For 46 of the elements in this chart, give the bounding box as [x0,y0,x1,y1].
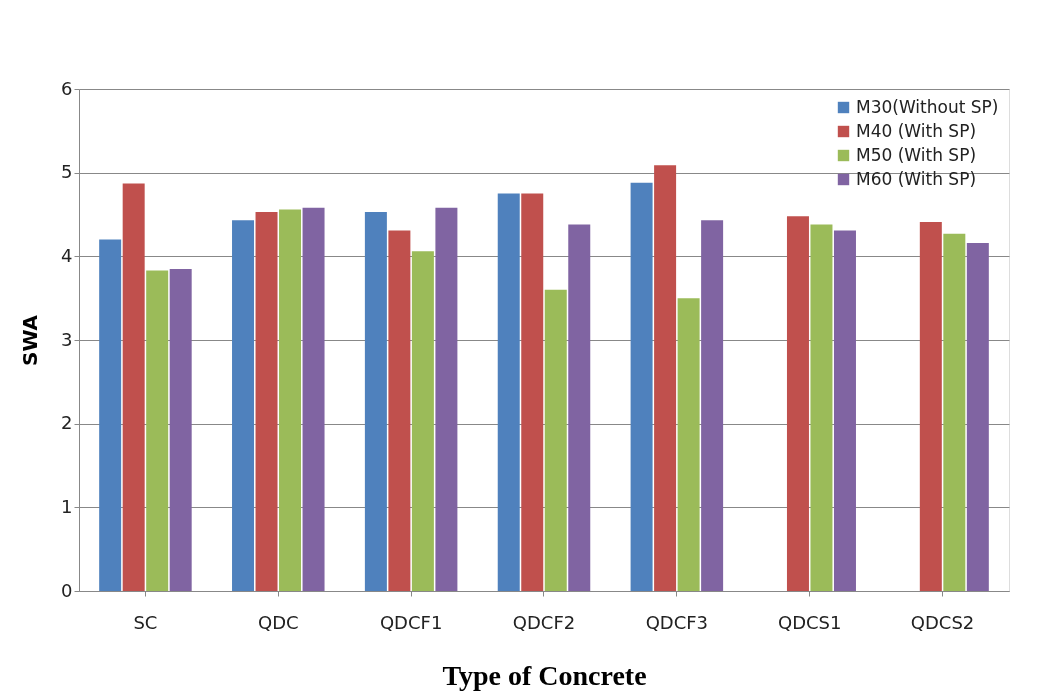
legend-label: M50 (With SP) [856,144,977,165]
bar [701,220,724,591]
y-tick-label: 1 [61,495,73,517]
y-tick-label: 5 [61,161,73,183]
legend-label: M60 (With SP) [856,168,977,189]
legend-label: M30(Without SP) [856,96,999,117]
y-tick-label: 3 [61,328,73,350]
bar [169,268,192,591]
bar [302,207,325,591]
y-tick-label: 4 [61,244,73,266]
bar [943,233,966,591]
bar [146,270,169,591]
bar [411,251,434,591]
y-tick-label: 6 [61,77,73,99]
bar [966,242,989,591]
bar [833,230,856,591]
bar [99,239,122,591]
y-axis-title: SWA [18,314,43,367]
bar [919,222,942,591]
x-tick-label: QDCF2 [512,611,576,633]
y-tick-label: 0 [61,579,73,601]
bar [497,193,520,591]
x-tick-label: QDCF3 [645,611,709,633]
x-tick-label: QDC [257,611,299,633]
bar [568,224,591,591]
y-tick-label: 2 [61,412,73,434]
x-tick-label: QDCS1 [777,611,842,633]
bar [364,211,387,591]
bar [544,289,567,591]
bar [630,182,653,591]
bar [255,211,278,591]
x-axis-title: Type of Concrete [442,659,647,691]
bar [810,224,833,591]
bar [677,298,700,591]
x-tick-label: QDCS2 [910,611,975,633]
bar [279,209,302,591]
bar [122,183,145,591]
bar [435,207,458,591]
bar [232,220,255,591]
bar [786,216,809,591]
legend-label: M40 (With SP) [856,120,977,141]
bar [521,193,544,591]
x-tick-label: SC [133,611,158,633]
bar [388,230,411,591]
x-tick-label: QDCF1 [379,611,443,633]
bar [654,165,677,591]
